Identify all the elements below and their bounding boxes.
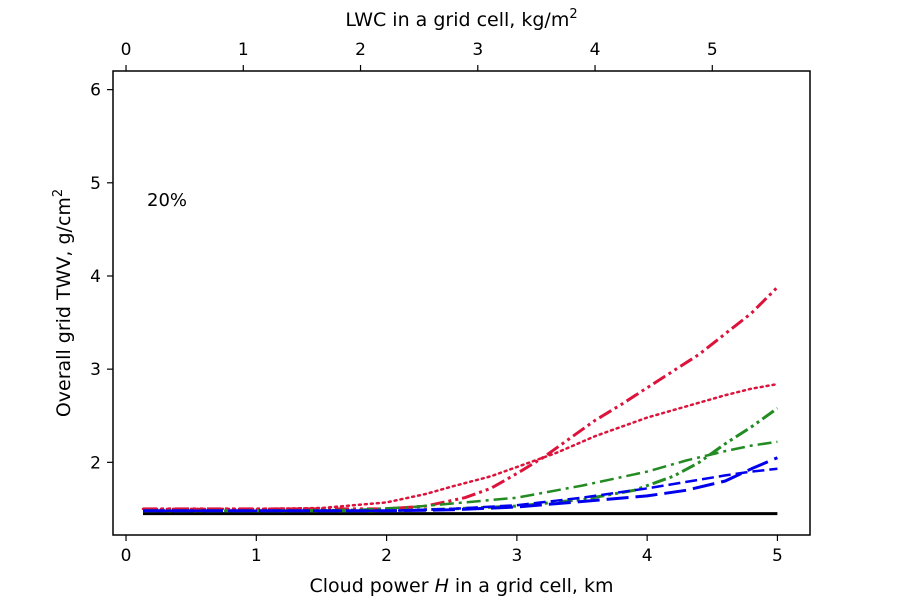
top-x-axis-label: LWC in a grid cell, kg/m2 [345,7,577,31]
top-x-axis-label-sup: 2 [569,7,577,22]
y-axis-label: Overall grid TWV, g/cm2 [51,189,75,417]
x-tick-label: 0 [121,546,132,566]
top-x-tick-label: 0 [121,40,132,60]
x-axis-label: Cloud power H in a grid cell, km [310,575,614,597]
y-tick-label: 2 [90,453,101,473]
x-tick-label: 4 [642,546,653,566]
y-tick-label: 6 [90,81,101,101]
y-axis-label-sup: 2 [51,189,66,197]
x-tick-label: 3 [511,546,522,566]
y-tick-label: 4 [90,267,101,287]
y-axis-label-main: Overall grid TWV, g/cm [53,197,75,417]
top-x-tick-label: 5 [707,40,718,60]
x-tick-label: 1 [251,546,262,566]
top-x-tick-label: 1 [238,40,249,60]
y-tick-label: 3 [90,360,101,380]
top-x-tick-label: 2 [355,40,366,60]
ticks-layer: 0 1 2 3 4 5 2 3 4 5 6 0 1 2 3 4 5 [90,40,783,566]
series-layer [141,286,779,516]
annotation-text: 20% [147,190,187,211]
x-tick-label: 5 [772,546,783,566]
top-x-tick-label: 3 [472,40,483,60]
series-line-5 [143,456,778,513]
top-x-tick-label: 4 [590,40,601,60]
x-axis-label-prefix: Cloud power [310,575,435,597]
series-line-1 [143,286,779,511]
x-axis-label-italic: H [435,575,449,597]
x-axis-label-suffix: in a grid cell, km [449,575,614,597]
series-line-2 [141,382,779,511]
plot-frame [112,70,811,536]
x-tick-label: 2 [381,546,392,566]
top-x-axis-label-main: LWC in a grid cell, kg/m [345,9,569,31]
y-tick-label: 5 [90,174,101,194]
series-line-4 [143,440,778,513]
